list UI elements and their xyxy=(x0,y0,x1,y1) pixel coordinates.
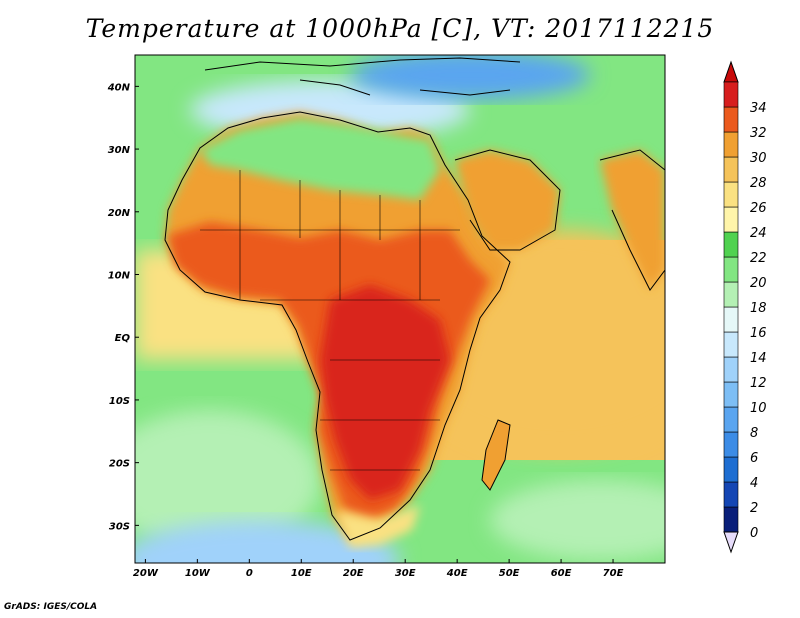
colorbar-below-arrow xyxy=(723,531,739,554)
lon-tick-label: 20E xyxy=(343,568,364,579)
colorbar-swatch xyxy=(723,431,739,458)
colorbar-swatch xyxy=(723,456,739,483)
colorbar-level-label: 12 xyxy=(750,376,767,391)
colorbar-level-label: 8 xyxy=(750,426,758,441)
lon-tick-label: 40E xyxy=(446,568,468,579)
colorbar-level-label: 32 xyxy=(750,126,767,141)
colorbar-level-label: 28 xyxy=(750,176,767,191)
lat-tick-label: 20N xyxy=(108,208,131,219)
colorbar-swatch xyxy=(723,331,739,358)
lat-tick-label: EQ xyxy=(115,333,131,344)
arabian-peninsula xyxy=(455,150,560,250)
map-axes: 20W 10W 0 10E 20E 30E 40E 50E 60E 70E 40N 30N 20N 10N… xyxy=(107,82,624,579)
colorbar-swatch xyxy=(723,106,739,133)
country-borders xyxy=(200,170,460,471)
colorbar-swatch xyxy=(723,406,739,433)
colorbar-swatch xyxy=(723,481,739,508)
colorbar-level-label: 16 xyxy=(750,326,767,341)
colorbar-level-label: 4 xyxy=(750,476,758,491)
colorbar-swatch xyxy=(723,356,739,383)
lon-tick-label: 10W xyxy=(185,568,211,579)
lat-tick-label: 10N xyxy=(108,271,131,282)
lat-tick-label: 30N xyxy=(108,145,131,156)
lon-tick-label: 50E xyxy=(499,568,520,579)
colorbar-swatch xyxy=(723,506,739,533)
lon-tick-label: 60E xyxy=(551,568,572,579)
colorbar-level-label: 14 xyxy=(750,351,767,366)
colorbar-level-label: 20 xyxy=(750,276,767,291)
lon-tick-label: 0 xyxy=(246,568,253,579)
india-subcontinent xyxy=(600,150,665,290)
colorbar-level-label: 2 xyxy=(750,501,758,516)
colorbar-swatch xyxy=(723,156,739,183)
colorbar-swatch xyxy=(723,306,739,333)
colorbar-level-label: 22 xyxy=(750,251,767,266)
southern-ocean-cold-field xyxy=(135,520,400,563)
colorbar-swatch xyxy=(723,281,739,308)
colorbar-level-label: 10 xyxy=(750,401,767,416)
lat-tick-label: 30S xyxy=(109,521,130,532)
lat-tick-label: 40N xyxy=(107,82,131,93)
colorbar-level-label: 30 xyxy=(750,151,767,166)
colorbar-level-label: 34 xyxy=(750,101,767,116)
lon-tick-label: 30E xyxy=(395,568,416,579)
lat-tick-label: 20S xyxy=(109,459,130,470)
map-title: Temperature at 1000hPa [C], VT: 20171122… xyxy=(85,14,715,43)
colorbar-level-label: 6 xyxy=(750,451,758,466)
south-indian-cool-field xyxy=(490,480,665,560)
plot-frame xyxy=(134,54,666,564)
lat-tick-label: 10S xyxy=(109,396,130,407)
lon-tick-label: 10E xyxy=(291,568,312,579)
colorbar-swatch xyxy=(723,181,739,208)
lon-tick-label: 70E xyxy=(603,568,624,579)
colorbar-swatch xyxy=(723,131,739,158)
colorbar-level-label: 18 xyxy=(750,301,767,316)
coastline-outlines xyxy=(164,57,665,541)
europe-cold-field xyxy=(350,55,590,100)
lon-tick-label: 20W xyxy=(133,568,159,579)
grads-credit: GrADS: IGES/COLA xyxy=(4,602,98,612)
madagascar xyxy=(482,420,510,490)
temperature-map xyxy=(135,55,665,563)
colorbar-swatch xyxy=(723,81,739,108)
colorbar-swatch xyxy=(723,231,739,258)
colorbar-swatch xyxy=(723,206,739,233)
colorbar-swatch xyxy=(723,256,739,283)
colorbar-level-label: 0 xyxy=(750,526,758,541)
south-atlantic-cool-field xyxy=(135,410,320,550)
sahara-north xyxy=(200,118,440,200)
colorbar-above-arrow xyxy=(723,60,739,83)
colorbar-level-label: 24 xyxy=(750,226,767,241)
colorbar-level-label: 26 xyxy=(750,201,767,216)
colorbar-swatch xyxy=(723,381,739,408)
central-africa-hot-core xyxy=(320,285,450,500)
